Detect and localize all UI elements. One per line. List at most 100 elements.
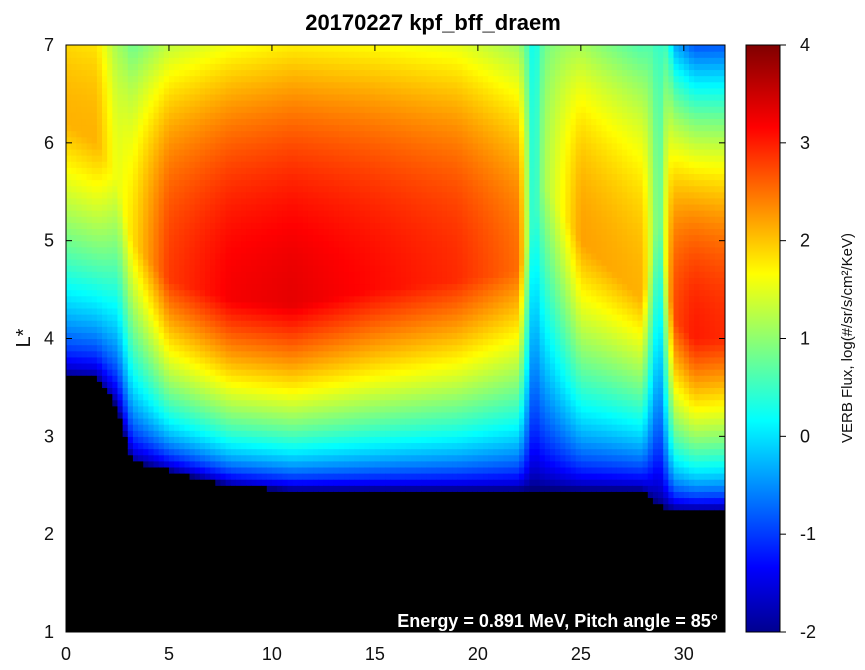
- heatmap-cell: [235, 106, 242, 113]
- heatmap-cell: [102, 173, 108, 181]
- heatmap-cell: [261, 45, 268, 52]
- heatmap-cell: [117, 570, 124, 578]
- heatmap-cell: [122, 155, 129, 162]
- heatmap-cell: [189, 460, 196, 468]
- heatmap-cell: [287, 625, 294, 632]
- heatmap-cell: [143, 100, 149, 107]
- heatmap-cell: [287, 142, 294, 150]
- heatmap-cell: [81, 87, 88, 95]
- heatmap-cell: [91, 607, 98, 615]
- heatmap-cell: [256, 509, 263, 517]
- heatmap-cell: [199, 265, 206, 272]
- heatmap-cell: [277, 136, 283, 144]
- heatmap-cell: [313, 466, 319, 474]
- heatmap-cell: [199, 124, 206, 132]
- heatmap-cell: [199, 191, 206, 199]
- heatmap-cell: [261, 601, 268, 609]
- heatmap-cell: [138, 210, 144, 217]
- heatmap-cell: [271, 576, 278, 584]
- heatmap-cell: [241, 295, 247, 303]
- heatmap-cell: [189, 106, 196, 113]
- heatmap-cell: [148, 179, 155, 187]
- heatmap-cell: [235, 295, 242, 303]
- heatmap-cell: [163, 619, 170, 627]
- heatmap-cell: [138, 161, 144, 168]
- heatmap-cell: [138, 45, 144, 52]
- heatmap-cell: [266, 314, 273, 321]
- heatmap-cell: [122, 387, 129, 395]
- heatmap-cell: [163, 466, 170, 474]
- heatmap-cell: [117, 558, 124, 566]
- heatmap-cell: [107, 454, 113, 462]
- heatmap-cell: [132, 338, 139, 346]
- heatmap-cell: [168, 613, 175, 621]
- heatmap-cell: [199, 344, 206, 352]
- heatmap-cell: [66, 332, 72, 340]
- heatmap-cell: [66, 130, 72, 138]
- heatmap-cell: [230, 87, 237, 95]
- heatmap-cell: [251, 607, 258, 615]
- heatmap-cell: [168, 595, 175, 603]
- heatmap-cell: [313, 87, 319, 95]
- heatmap-cell: [210, 234, 216, 242]
- heatmap-cell: [127, 509, 134, 517]
- heatmap-cell: [287, 228, 294, 236]
- heatmap-cell: [256, 320, 263, 327]
- heatmap-cell: [91, 362, 98, 370]
- heatmap-cell: [271, 417, 278, 425]
- heatmap-cell: [205, 100, 211, 107]
- heatmap-cell: [323, 106, 330, 113]
- heatmap-cell: [153, 589, 160, 596]
- heatmap-cell: [318, 503, 325, 511]
- heatmap-cell: [86, 362, 93, 370]
- heatmap-cell: [333, 607, 340, 615]
- heatmap-cell: [261, 613, 268, 621]
- heatmap-cell: [282, 185, 288, 193]
- heatmap-cell: [122, 75, 129, 83]
- heatmap-cell: [153, 301, 160, 309]
- heatmap-cell: [86, 424, 93, 431]
- heatmap-cell: [271, 430, 278, 437]
- heatmap-cell: [297, 589, 304, 596]
- heatmap-cell: [307, 240, 314, 248]
- heatmap-cell: [71, 601, 77, 609]
- heatmap-cell: [174, 301, 180, 309]
- heatmap-cell: [215, 203, 222, 211]
- heatmap-cell: [138, 534, 144, 541]
- heatmap-cell: [282, 234, 288, 242]
- heatmap-cell: [210, 589, 216, 596]
- heatmap-cell: [328, 338, 335, 346]
- heatmap-cell: [230, 277, 237, 285]
- heatmap-cell: [184, 430, 191, 437]
- heatmap-cell: [122, 259, 129, 266]
- heatmap-cell: [122, 417, 129, 425]
- heatmap-cell: [205, 466, 211, 474]
- heatmap-cell: [107, 576, 113, 584]
- heatmap-cell: [210, 45, 216, 52]
- heatmap-cell: [102, 45, 108, 52]
- heatmap-cell: [96, 552, 103, 560]
- heatmap-cell: [127, 356, 134, 364]
- heatmap-cell: [138, 589, 144, 596]
- heatmap-cell: [302, 576, 309, 584]
- heatmap-cell: [153, 246, 160, 254]
- heatmap-cell: [91, 356, 98, 364]
- heatmap-cell: [189, 515, 196, 523]
- heatmap-cell: [174, 442, 180, 450]
- heatmap-cell: [143, 466, 149, 474]
- heatmap-cell: [313, 246, 319, 254]
- heatmap-cell: [302, 307, 309, 315]
- heatmap-cell: [102, 479, 108, 486]
- heatmap-cell: [127, 136, 134, 144]
- heatmap-cell: [220, 521, 227, 529]
- heatmap-cell: [66, 546, 72, 554]
- heatmap-cell: [271, 234, 278, 242]
- heatmap-cell: [282, 515, 288, 523]
- heatmap-cell: [205, 320, 211, 327]
- heatmap-cell: [307, 558, 314, 566]
- heatmap-cell: [292, 625, 299, 632]
- heatmap-cell: [297, 332, 304, 340]
- heatmap-cell: [261, 222, 268, 230]
- heatmap-cell: [246, 619, 252, 627]
- heatmap-cell: [271, 350, 278, 358]
